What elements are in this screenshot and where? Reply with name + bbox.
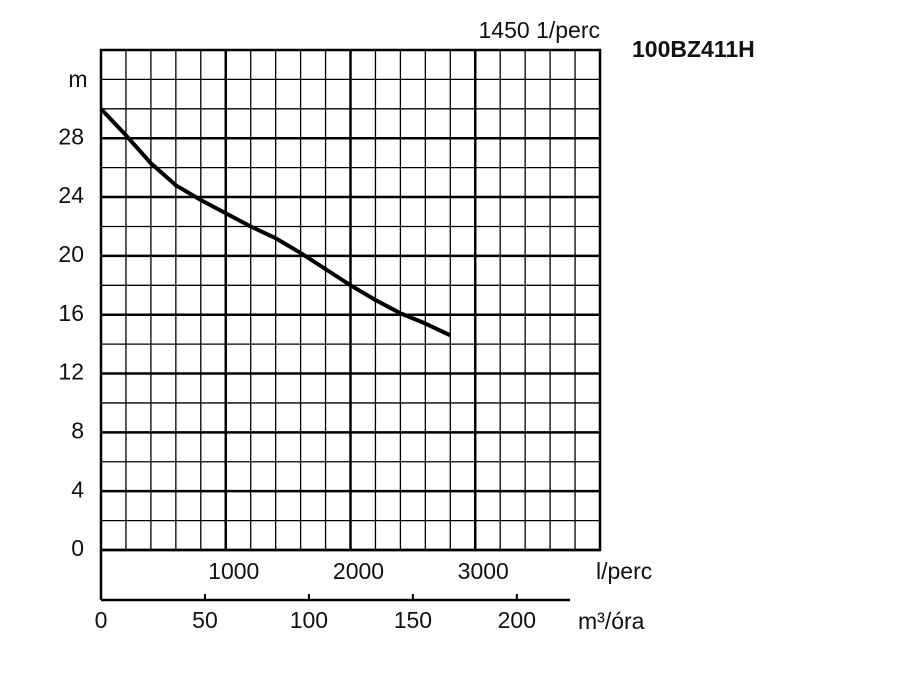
y-tick-label: 12 [58,359,84,385]
chart-subtitle: 1450 1/perc [479,17,600,43]
x2-tick-label: 100 [290,607,328,633]
x2-tick-label: 150 [394,607,432,633]
y-tick-label: 28 [58,123,84,149]
y-tick-label: 20 [58,241,84,267]
y-tick-label: 0 [71,535,84,561]
plot-frame [99,48,602,552]
x2-axis-label: m³/óra [578,608,645,634]
x2-tick-label: 50 [192,607,218,633]
x-tick-label: 3000 [458,558,509,584]
x-axis-label: l/perc [596,558,652,584]
x2-tick-label: 200 [498,607,536,633]
chart-title: 100BZ411H [632,36,755,62]
y-axis-label: m [68,66,87,92]
y-tick-label: 8 [71,417,84,443]
x-tick-label: 1000 [208,558,259,584]
y-tick-label: 16 [58,300,84,326]
y-tick-label: 24 [58,182,84,208]
x2-tick-label: 0 [95,607,108,633]
curve [99,107,452,338]
y-tick-label: 4 [71,476,84,502]
x-tick-label: 2000 [333,558,384,584]
